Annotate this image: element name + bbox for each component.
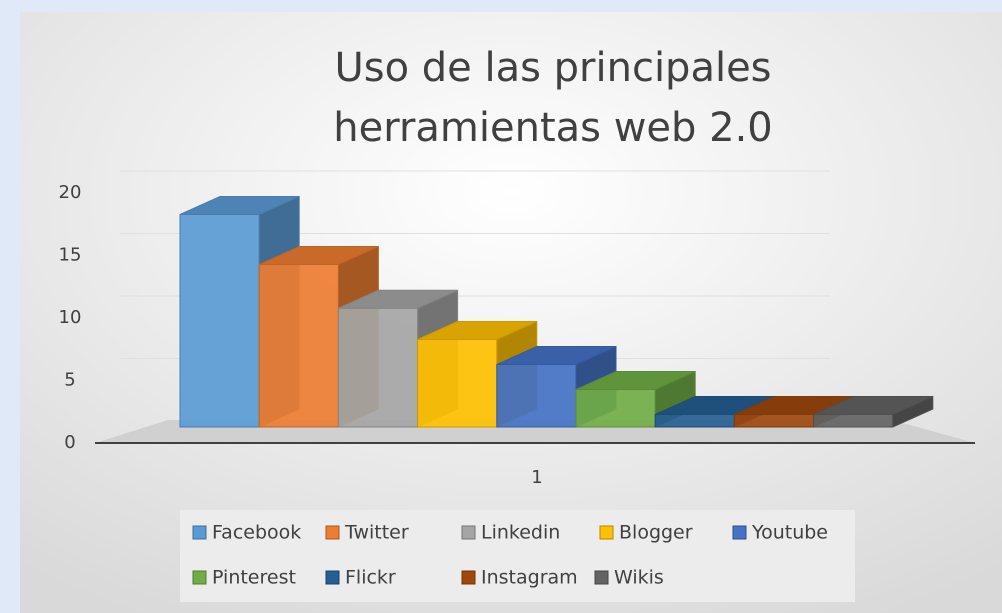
legend-label: Instagram <box>481 567 578 589</box>
legend-swatch <box>599 525 614 540</box>
legend-label: Facebook <box>212 522 301 544</box>
legend-swatch <box>325 570 340 585</box>
bar-front <box>654 414 735 428</box>
bar-front <box>417 339 498 428</box>
legend-label: Pinterest <box>212 567 296 589</box>
y-tick-label: 20 <box>59 182 82 203</box>
bar-front <box>258 264 339 428</box>
x-tick-label: 1 <box>531 467 542 488</box>
legend-swatch <box>192 570 207 585</box>
legend-label: Wikis <box>614 567 664 589</box>
bar <box>813 395 934 428</box>
bar-front <box>337 307 419 428</box>
bar-front <box>813 414 894 428</box>
legend <box>180 510 855 602</box>
chart-title: Uso de las principales herramientas web 2… <box>333 45 773 151</box>
legend-swatch <box>461 570 476 585</box>
legend-label: Youtube <box>751 522 828 544</box>
y-tick-label: 0 <box>64 432 75 453</box>
y-tick-label: 10 <box>59 307 82 328</box>
bar-front <box>575 389 656 428</box>
legend-swatch <box>192 525 207 540</box>
legend-label: Flickr <box>345 567 396 589</box>
bar-front <box>496 364 577 428</box>
y-tick-label: 15 <box>59 245 82 266</box>
legend-swatch <box>594 570 609 585</box>
legend-swatch <box>732 525 747 540</box>
legend-label: Linkedin <box>481 522 560 544</box>
legend-swatch <box>325 525 340 540</box>
bar-front <box>733 414 815 428</box>
legend-label: Twitter <box>344 522 409 544</box>
legend-swatch <box>461 525 476 540</box>
y-tick-label: 5 <box>64 370 75 391</box>
bar-front <box>179 214 260 428</box>
legend-label: Blogger <box>619 522 693 544</box>
